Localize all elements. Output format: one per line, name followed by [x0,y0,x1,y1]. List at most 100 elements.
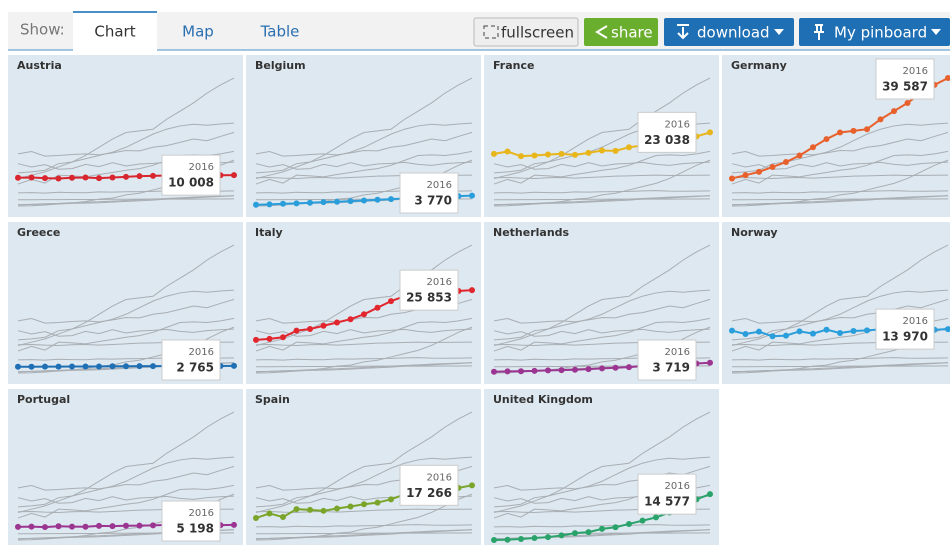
point [769,163,776,170]
panel-title: Spain [255,393,290,406]
point [904,99,911,106]
panel-title: Austria [17,59,62,72]
point [469,192,475,199]
context-line [493,328,711,337]
panel: Norway 2016 13 970 [722,222,950,384]
pin-icon [814,24,824,40]
point [15,523,21,530]
panel: Germany 2016 39 587 [722,55,950,217]
point [769,333,776,340]
panel-plot [729,75,950,207]
point [707,129,713,136]
point [266,510,273,517]
point [742,172,749,179]
point [253,515,259,522]
point [123,363,129,370]
point [82,174,89,181]
button-label[interactable]: fullscreen [501,24,574,42]
point [69,363,75,370]
point [28,363,35,370]
context-line [17,328,235,337]
tooltip [161,339,221,381]
panel-title: Germany [731,59,787,72]
context-line [17,131,235,157]
tooltip [161,154,221,196]
tooltip [875,308,935,350]
point [293,200,300,207]
point [783,159,789,166]
panel-title: United Kingdom [493,393,593,406]
tooltip [399,464,459,506]
show-label: Show: [20,21,65,39]
point [136,522,143,529]
point [729,175,735,182]
point [347,503,354,510]
point [123,522,129,529]
tooltip-value: 10 008 [168,176,214,190]
tooltip [161,500,221,542]
context-line [494,198,711,201]
dropdown-arrow [774,29,784,35]
pinboard-button[interactable] [799,18,950,46]
tooltip-value: 39 587 [882,80,928,94]
point [864,126,870,133]
share-icon [595,25,608,39]
point [504,368,511,375]
context-line [255,317,473,352]
tab[interactable]: Chart [94,23,135,41]
point [945,75,950,82]
panel-title: Netherlands [493,226,570,239]
point [388,298,394,305]
point [109,363,116,370]
context-line [731,159,949,207]
tooltip-year: 2016 [189,347,214,358]
tooltip-value: 17 266 [406,486,452,500]
point [742,330,749,337]
tooltip-value: 3 770 [414,194,452,208]
point [796,328,803,335]
tooltip-year: 2016 [903,316,928,327]
point [347,316,354,323]
point [599,525,605,532]
download-button[interactable] [664,18,794,46]
tooltip [399,269,459,311]
context-line [17,495,235,504]
point [307,326,313,333]
context-line [493,456,711,508]
point [639,517,646,524]
context-line [17,298,235,324]
point [55,175,62,182]
point [150,522,156,529]
point [531,535,538,542]
tooltip-year: 2016 [189,162,214,173]
context-line [17,411,235,513]
tab-active[interactable] [73,12,157,52]
context-line [17,77,235,179]
context-line [17,456,235,508]
fullscreen-button[interactable] [473,17,579,47]
context-line [493,190,711,194]
tooltip-value: 23 038 [644,133,690,147]
panel-title: Belgium [255,59,306,72]
point [320,199,327,206]
panel-background [722,222,950,384]
tab[interactable]: Table [260,23,300,41]
share-button[interactable] [584,18,658,46]
point [491,368,497,375]
tab[interactable]: Map [182,23,214,41]
point [307,199,313,206]
button-label[interactable]: download [697,24,770,42]
context-line [493,244,711,346]
point [109,174,116,181]
point [558,367,565,374]
context-line [493,161,711,170]
button-label[interactable]: My pinboard [834,24,927,42]
point [531,367,538,374]
tooltip [399,172,459,214]
point [626,520,632,527]
context-line [17,465,235,491]
point [388,496,394,503]
point [531,152,538,159]
point [96,363,102,370]
button-label[interactable]: share [611,24,653,42]
